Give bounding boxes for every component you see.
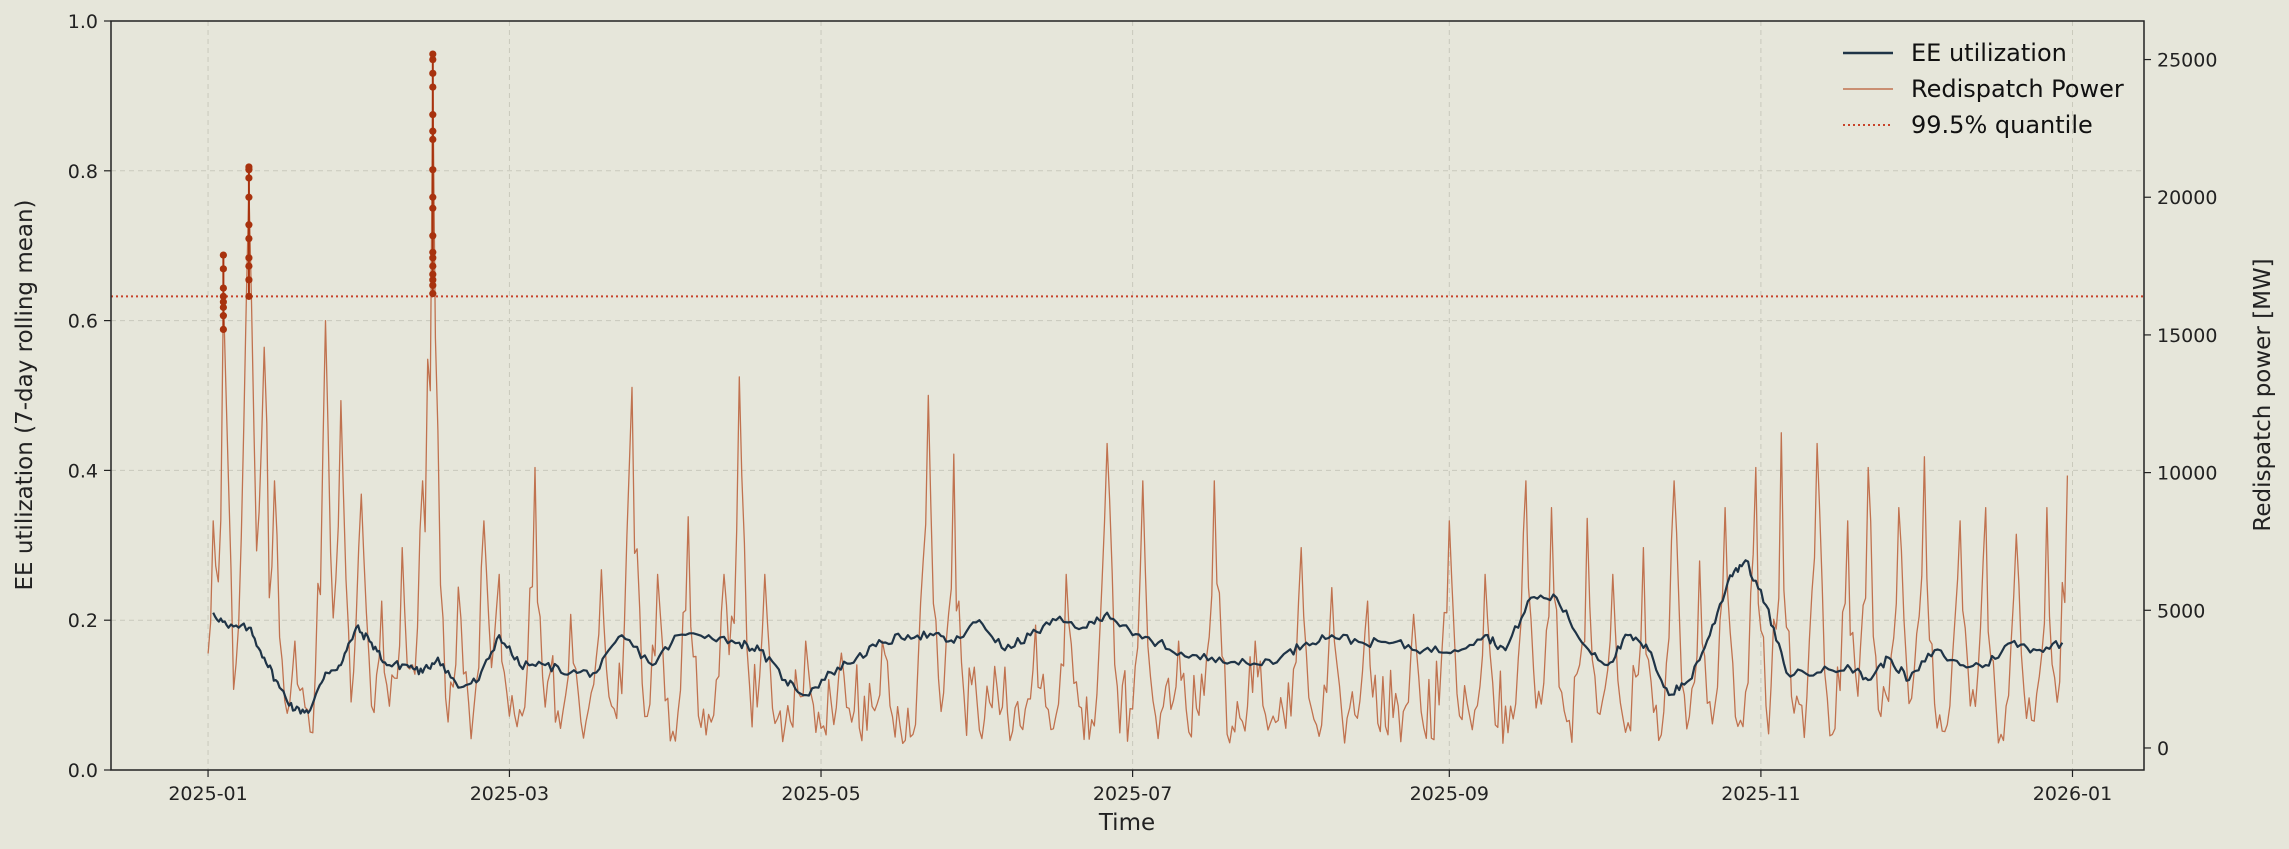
left-y-tick-label: 0.6 (68, 311, 98, 333)
extreme-event-marker (219, 312, 227, 320)
extreme-event-marker (219, 251, 227, 259)
legend-label-quantile: 99.5% quantile (1911, 111, 2093, 139)
extreme-event-marker (429, 276, 437, 284)
extreme-event-marker (429, 83, 437, 91)
extreme-event-marker (429, 55, 437, 64)
extreme-event-marker (245, 276, 253, 284)
extreme-event-marker (219, 298, 227, 306)
extreme-event-marker (245, 221, 253, 229)
right-y-tick-label: 15000 (2157, 325, 2217, 347)
ee-utilization-line (212, 559, 2064, 715)
extreme-event-marker (245, 234, 253, 243)
x-tick-label: 2025-11 (1721, 783, 1800, 805)
extreme-event-marker (245, 262, 253, 270)
x-axis-ticks: 2025-01 2025-03 2025-05 2025-07 2025-09 2025-… (168, 770, 2112, 805)
redispatch-power-series (207, 74, 2069, 745)
extreme-event-marker (429, 204, 437, 212)
extreme-event-marker (429, 232, 437, 240)
right-y-axis-ticks: 0 5000 10000 15000 20000 25000 (2144, 50, 2217, 760)
left-y-tick-label: 1.0 (68, 11, 98, 33)
ee-utilization-series (212, 559, 2064, 715)
extreme-event-marker (429, 135, 437, 144)
extreme-event-marker (219, 265, 227, 273)
right-y-tick-label: 25000 (2157, 50, 2217, 72)
extreme-event-marker (429, 50, 437, 58)
x-tick-label: 2025-05 (781, 783, 860, 805)
extreme-event-marker (429, 270, 437, 278)
legend: EE utilization Redispatch Power 99.5% qu… (1843, 39, 2124, 139)
extreme-event-marker (429, 262, 437, 270)
left-y-axis-title: EE utilization (7-day rolling mean) (12, 199, 38, 590)
x-tick-label: 2026-01 (2033, 783, 2112, 805)
extreme-event-marker (429, 281, 437, 289)
extreme-event-markers (219, 50, 437, 334)
legend-label-ee-utilization: EE utilization (1911, 39, 2067, 67)
grid (111, 21, 2144, 770)
x-tick-label: 2025-03 (470, 783, 549, 805)
extreme-event-marker (245, 163, 253, 171)
extreme-event-marker (245, 174, 253, 182)
left-y-axis-ticks: 0.0 0.2 0.4 0.6 0.8 1.0 (68, 11, 111, 782)
left-y-tick-label: 0.2 (68, 610, 98, 632)
extreme-event-marker (429, 290, 437, 298)
extreme-event-marker (245, 193, 253, 201)
left-y-tick-label: 0.8 (68, 161, 98, 183)
x-tick-label: 2025-01 (168, 783, 247, 805)
right-y-axis-title: Redispatch power [MW] (2250, 258, 2276, 531)
extreme-event-marker (429, 166, 437, 174)
extreme-event-marker (219, 292, 227, 300)
x-tick-label: 2025-09 (1410, 783, 1489, 805)
extreme-event-marker (429, 248, 437, 256)
extreme-event-marker (429, 254, 437, 262)
right-y-tick-label: 5000 (2157, 600, 2205, 622)
left-y-tick-label: 0.4 (68, 460, 98, 482)
extreme-event-marker (219, 325, 227, 334)
legend-label-redispatch-power: Redispatch Power (1911, 75, 2124, 103)
right-y-tick-label: 20000 (2157, 187, 2217, 209)
x-axis-title: Time (1098, 810, 1155, 836)
x-tick-label: 2025-07 (1093, 783, 1172, 805)
extreme-event-marker (245, 254, 253, 262)
extreme-event-marker (429, 193, 437, 201)
extreme-event-marker (429, 127, 437, 135)
right-y-tick-label: 10000 (2157, 463, 2217, 485)
extreme-event-marker (219, 303, 227, 311)
extreme-event-marker (429, 111, 437, 119)
extreme-event-marker (429, 69, 437, 77)
redispatch-power-line (207, 74, 2069, 745)
right-y-tick-label: 0 (2157, 738, 2169, 760)
extreme-event-marker (245, 292, 253, 300)
extreme-event-marker (219, 284, 227, 292)
left-y-tick-label: 0.0 (68, 760, 98, 782)
plot-frame (110, 20, 2145, 771)
